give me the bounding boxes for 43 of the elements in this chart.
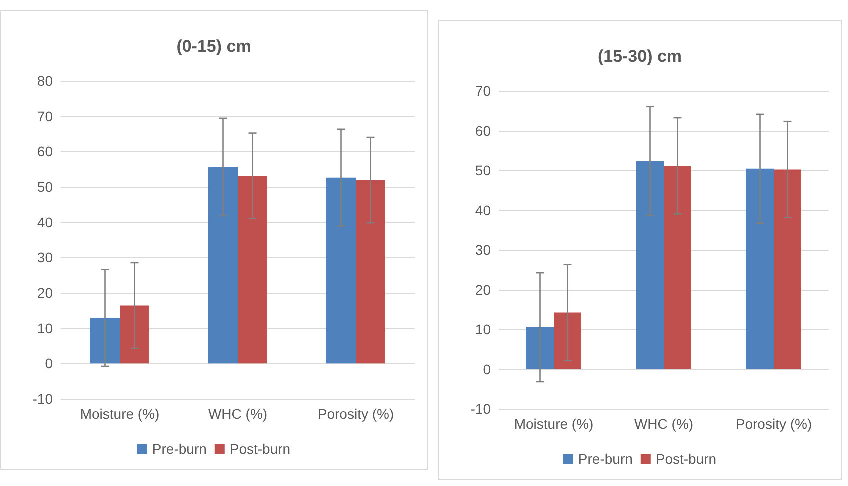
bar	[90, 318, 120, 364]
bar	[526, 328, 554, 370]
y-tick-label: 50	[475, 162, 492, 178]
y-tick-label: 70	[475, 83, 492, 99]
bar	[356, 180, 386, 364]
y-tick-label: 0	[45, 356, 54, 372]
bar	[746, 168, 774, 370]
x-tick-label: WHC (%)	[634, 416, 694, 432]
y-tick-label: 10	[37, 320, 54, 336]
bar	[120, 306, 150, 364]
x-tick-label: WHC (%)	[208, 406, 268, 422]
y-tick-label: 30	[475, 242, 492, 258]
bar	[208, 167, 238, 364]
y-tick-label: -10	[32, 391, 54, 407]
legend-label: Pre-burn	[152, 441, 207, 457]
y-tick-label: -10	[470, 401, 492, 417]
chart-title: (15-30) cm	[598, 47, 682, 66]
chart-title: (0-15) cm	[176, 37, 252, 56]
bar	[636, 161, 664, 370]
y-tick-label: 40	[37, 214, 54, 230]
y-tick-label: 50	[37, 179, 54, 195]
bar	[554, 312, 582, 370]
y-tick-label: 60	[37, 144, 54, 160]
bar	[326, 178, 356, 364]
y-tick-label: 70	[37, 108, 54, 124]
y-tick-label: 10	[475, 322, 492, 338]
y-tick-label: 20	[475, 282, 492, 298]
y-tick-label: 30	[37, 250, 54, 266]
y-tick-label: 20	[37, 285, 54, 301]
x-tick-label: Moisture (%)	[80, 406, 160, 422]
legend-label: Post-burn	[656, 451, 717, 467]
y-tick-label: 80	[37, 73, 54, 89]
x-tick-label: Moisture (%)	[514, 416, 594, 432]
y-tick-label: 60	[475, 122, 492, 139]
bar	[238, 176, 268, 364]
x-tick-label: Porosity (%)	[318, 406, 394, 422]
bar	[774, 170, 802, 370]
bar	[664, 166, 692, 370]
legend-label: Post-burn	[230, 441, 291, 457]
y-tick-label: 40	[475, 202, 492, 218]
legend-label: Pre-burn	[578, 451, 633, 467]
y-tick-label: 0	[483, 361, 492, 378]
x-tick-label: Porosity (%)	[736, 416, 812, 432]
